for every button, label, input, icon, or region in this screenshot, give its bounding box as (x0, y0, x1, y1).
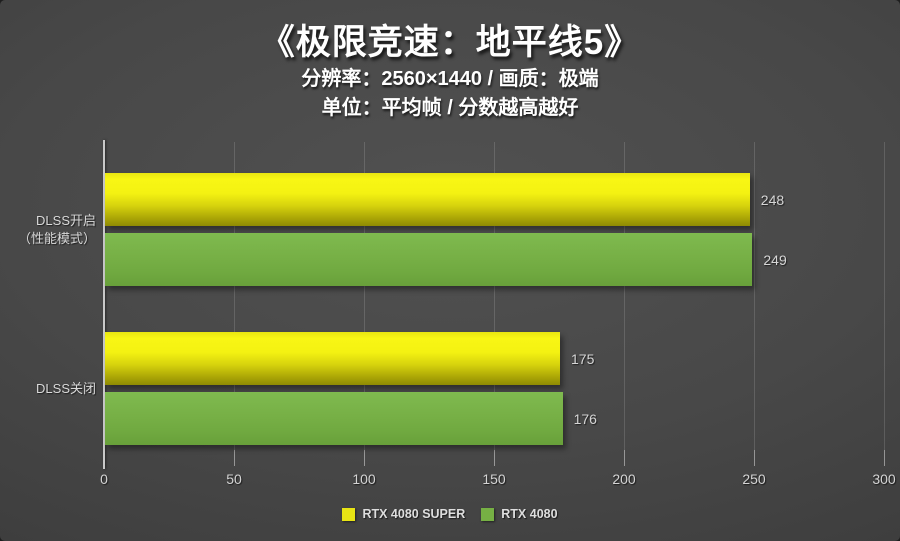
bar-value-label: 248 (760, 191, 785, 208)
x-axis-tick-mark (754, 450, 755, 466)
legend-swatch-yellow-icon (342, 507, 356, 521)
bar-series1-group1 (105, 392, 563, 445)
y-axis-line (103, 140, 105, 469)
bar-value-label: 175 (571, 350, 595, 367)
legend-label-rtx-4080: RTX 4080 (501, 507, 558, 521)
x-axis-tick-label: 50 (226, 471, 242, 487)
legend-item-rtx-4080: RTX 4080 (481, 507, 558, 521)
category-label-line: （性能模式） (17, 230, 96, 246)
x-axis-tick-label: 250 (742, 471, 766, 487)
bar-series0-group0 (105, 173, 750, 226)
legend-swatch-green-icon (481, 507, 495, 521)
x-gridline (754, 142, 755, 466)
x-gridline (494, 142, 495, 466)
x-gridline (364, 142, 365, 466)
x-gridline (884, 142, 885, 466)
category-label: DLSS关闭 (0, 380, 96, 398)
bar-series0-group1 (105, 332, 560, 385)
chart-subtitle-unit: 单位：平均帧 / 分数越高越好 (321, 97, 579, 119)
category-label: DLSS开启 （性能模式） (0, 212, 96, 248)
chart-header: 《极限竞速：地平线5》 分辨率：2560×1440 / 画质：极端 单位：平均帧… (0, 0, 900, 123)
bar-value-label: 249 (763, 251, 787, 268)
x-axis-tick-mark (234, 450, 235, 466)
x-axis-tick-mark (364, 450, 365, 466)
chart-subtitle-resolution: 分辨率：2560×1440 / 画质：极端 (301, 68, 599, 90)
x-axis-tick-label: 150 (482, 471, 506, 487)
x-axis-tick-label: 300 (872, 471, 896, 487)
x-axis-tick-mark (494, 450, 495, 466)
bar-value-label: 176 (573, 410, 597, 427)
legend-item-rtx-4080-super: RTX 4080 SUPER (342, 507, 465, 521)
x-axis-tick-label: 100 (352, 471, 376, 487)
x-gridline (234, 142, 235, 466)
chart-title: 《极限竞速：地平线5》 (259, 23, 641, 62)
category-label-line: DLSS开启 (36, 212, 96, 228)
x-gridline (624, 142, 625, 466)
x-axis-tick-mark (624, 450, 625, 466)
legend-label-rtx-4080-super: RTX 4080 SUPER (362, 507, 466, 521)
x-axis-tick-label: 200 (612, 471, 636, 487)
x-axis-tick-label: 0 (100, 471, 108, 487)
category-label-line: DLSS关闭 (36, 380, 96, 396)
x-axis-tick-mark (884, 450, 885, 466)
bar-series1-group0 (105, 233, 753, 286)
chart-legend: RTX 4080 SUPER RTX 4080 (0, 507, 900, 521)
